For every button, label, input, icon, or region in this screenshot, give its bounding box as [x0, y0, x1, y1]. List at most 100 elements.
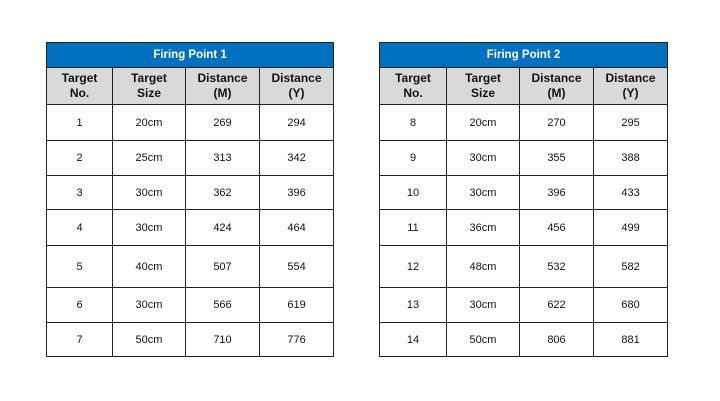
table-cell: 40cm [112, 245, 186, 288]
table-title: Firing Point 1 [45, 42, 335, 68]
table-row: 6 30cm 566 619 [46, 287, 335, 323]
table-row: 12 48cm 532 582 [379, 245, 669, 288]
column-header-line: Target [61, 71, 98, 85]
table-cell: 36cm [446, 209, 520, 246]
table-cell: 806 [519, 322, 594, 357]
column-header-line: No. [403, 86, 423, 100]
table-cell: 30cm [446, 140, 520, 176]
table-cell: 30cm [112, 287, 186, 323]
table-cell: 424 [185, 209, 260, 246]
table-cell: 554 [258, 245, 335, 288]
table-cell: 12 [379, 245, 447, 288]
column-header-line: Target [465, 71, 501, 85]
table-cell: 20cm [112, 104, 186, 141]
column-header-line: Distance [271, 71, 322, 85]
table-cell: 270 [519, 104, 594, 141]
table-cell: 433 [592, 175, 669, 210]
table-cell: 295 [592, 104, 669, 141]
table-cell: 2 [46, 140, 113, 176]
table-cell: 313 [185, 140, 260, 176]
table-row: 5 40cm 507 554 [46, 245, 335, 288]
table-row: 9 30cm 355 388 [379, 140, 669, 176]
table-cell: 355 [519, 140, 594, 176]
table-cell: 881 [592, 322, 669, 357]
column-header-line: (Y) [288, 86, 305, 100]
column-header-line: (M) [547, 86, 566, 100]
column-header-line: Target [131, 71, 167, 85]
table-cell: 396 [258, 175, 335, 210]
table-row: 3 30cm 362 396 [46, 175, 335, 210]
table-cell: 680 [592, 287, 669, 323]
table-cell: 499 [592, 209, 669, 246]
table-cell: 532 [519, 245, 594, 288]
table-cell: 50cm [446, 322, 520, 357]
table-cell: 582 [592, 245, 669, 288]
table-row: 14 50cm 806 881 [379, 322, 669, 357]
table-row: 7 50cm 710 776 [46, 322, 335, 357]
table-cell: 13 [379, 287, 447, 323]
table-cell: 269 [185, 104, 260, 141]
table-cell: 6 [46, 287, 113, 323]
table-row: 8 20cm 270 295 [379, 104, 669, 141]
table-cell: 14 [379, 322, 447, 357]
table-cell: 30cm [112, 209, 186, 246]
table-cell: 507 [185, 245, 260, 288]
column-header-line: Distance [531, 71, 582, 85]
column-header-line: (M) [213, 86, 232, 100]
column-header-line: Distance [197, 71, 248, 85]
column-header: Distance (M) [185, 67, 260, 105]
column-header-line: Distance [605, 71, 656, 85]
column-header: Target Size [112, 67, 186, 105]
table-cell: 9 [379, 140, 447, 176]
table-title: Firing Point 2 [378, 42, 669, 68]
table-cell: 1 [46, 104, 113, 141]
table-cell: 30cm [446, 287, 520, 323]
column-header: Distance (Y) [258, 67, 335, 105]
table-cell: 566 [185, 287, 260, 323]
column-header-line: (Y) [622, 86, 639, 100]
table-cell: 8 [379, 104, 447, 141]
table-cell: 776 [258, 322, 335, 357]
table-row: 4 30cm 424 464 [46, 209, 335, 246]
table-cell: 20cm [446, 104, 520, 141]
table-row: 2 25cm 313 342 [46, 140, 335, 176]
table-cell: 3 [46, 175, 113, 210]
table-cell: 396 [519, 175, 594, 210]
header-row: Target No. Target Size Distance (M) Distance (Y… [379, 67, 669, 105]
table-cell: 294 [258, 104, 335, 141]
column-header-line: Target [395, 71, 431, 85]
table-cell: 48cm [446, 245, 520, 288]
table-cell: 50cm [112, 322, 186, 357]
table-cell: 619 [258, 287, 335, 323]
table-cell: 11 [379, 209, 447, 246]
header-row: Target No. Target Size Distance (M) Distance (Y… [46, 67, 335, 105]
table-row: 11 36cm 456 499 [379, 209, 669, 246]
table-cell: 464 [258, 209, 335, 246]
table-cell: 362 [185, 175, 260, 210]
firing-point-1-table: Firing Point 1 Target No. Target Size Distanc… [45, 42, 335, 357]
column-header-line: Size [136, 86, 161, 100]
table-cell: 622 [519, 287, 594, 323]
table-cell: 30cm [112, 175, 186, 210]
table-cell: 342 [258, 140, 335, 176]
column-header: Target No. [379, 67, 447, 105]
table-row: 10 30cm 396 433 [379, 175, 669, 210]
table-cell: 456 [519, 209, 594, 246]
table-cell: 5 [46, 245, 113, 288]
column-header: Distance (M) [519, 67, 594, 105]
firing-point-2-table: Firing Point 2 Target No. Target Size Distanc… [378, 42, 669, 357]
table-cell: 30cm [446, 175, 520, 210]
table-cell: 710 [185, 322, 260, 357]
column-header: Target Size [446, 67, 520, 105]
column-header: Distance (Y) [592, 67, 669, 105]
column-header: Target No. [46, 67, 113, 105]
table-row: 13 30cm 622 680 [379, 287, 669, 323]
table-cell: 4 [46, 209, 113, 246]
table-cell: 388 [592, 140, 669, 176]
table-cell: 10 [379, 175, 447, 210]
table-cell: 7 [46, 322, 113, 357]
table-row: 1 20cm 269 294 [46, 104, 335, 141]
table-cell: 25cm [112, 140, 186, 176]
column-header-line: Size [470, 86, 495, 100]
column-header-line: No. [69, 86, 90, 100]
